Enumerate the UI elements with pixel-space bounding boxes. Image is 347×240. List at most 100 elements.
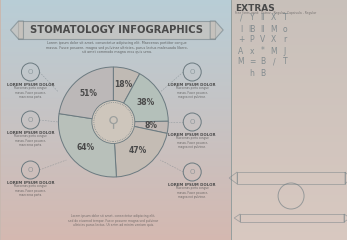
- Bar: [231, 18, 347, 19]
- Bar: [231, 75, 347, 76]
- Text: LOREM IPSUM DOLOR: LOREM IPSUM DOLOR: [7, 131, 54, 134]
- Bar: [0, 198, 231, 199]
- Bar: [231, 189, 347, 190]
- Bar: [0, 53, 231, 54]
- Bar: [0, 15, 231, 16]
- Bar: [0, 122, 231, 123]
- Bar: [0, 43, 231, 44]
- Bar: [231, 222, 347, 223]
- Bar: [231, 26, 347, 27]
- Bar: [0, 19, 231, 20]
- Bar: [231, 125, 347, 126]
- Bar: [231, 129, 347, 130]
- Bar: [0, 170, 231, 171]
- Bar: [0, 102, 231, 103]
- Bar: [231, 101, 347, 102]
- Text: LOREM IPSUM DOLOR: LOREM IPSUM DOLOR: [169, 132, 216, 137]
- Bar: [231, 73, 347, 74]
- Bar: [0, 221, 231, 222]
- Text: Maecenas porta congue
massa. Fusce posuere,
maecenas porta.: Maecenas porta congue massa. Fusce posue…: [14, 86, 47, 99]
- Bar: [231, 66, 347, 67]
- Bar: [0, 21, 231, 22]
- Bar: [231, 23, 347, 24]
- Bar: [231, 67, 347, 68]
- Bar: [231, 71, 347, 72]
- Text: T: T: [282, 13, 287, 23]
- Bar: [231, 54, 347, 55]
- Bar: [0, 235, 231, 236]
- Bar: [0, 153, 231, 154]
- Bar: [231, 110, 347, 111]
- Bar: [0, 156, 231, 157]
- Bar: [231, 58, 347, 59]
- Bar: [0, 134, 231, 135]
- Bar: [0, 47, 231, 48]
- Bar: [231, 118, 347, 119]
- Bar: [231, 147, 347, 148]
- Bar: [231, 154, 347, 155]
- Bar: [231, 196, 347, 197]
- Bar: [231, 212, 347, 213]
- Bar: [0, 199, 231, 200]
- Bar: [231, 137, 347, 138]
- Bar: [0, 133, 231, 134]
- Bar: [0, 118, 231, 119]
- Bar: [0, 169, 231, 170]
- Text: Maecenas porta congue
massa. Fusce posuere,
magna not pulvinar.: Maecenas porta congue massa. Fusce posue…: [176, 86, 209, 99]
- Text: V: V: [260, 36, 265, 44]
- Bar: [0, 217, 231, 218]
- Bar: [231, 153, 347, 154]
- Bar: [231, 17, 347, 18]
- Bar: [231, 60, 347, 61]
- Bar: [231, 82, 347, 83]
- Text: 8%: 8%: [145, 121, 158, 130]
- Bar: [231, 114, 347, 115]
- Bar: [0, 116, 231, 117]
- Bar: [0, 114, 231, 115]
- Bar: [231, 128, 347, 129]
- Bar: [231, 226, 347, 227]
- Bar: [231, 225, 347, 226]
- Bar: [231, 238, 347, 239]
- Text: O: O: [28, 167, 33, 173]
- Bar: [0, 222, 231, 223]
- Bar: [231, 5, 347, 6]
- Bar: [0, 48, 231, 49]
- Bar: [231, 166, 347, 167]
- Bar: [0, 40, 231, 41]
- Bar: [231, 120, 347, 121]
- Wedge shape: [115, 126, 167, 177]
- Bar: [231, 48, 347, 49]
- Text: Y: Y: [249, 13, 254, 23]
- Bar: [231, 41, 347, 42]
- Bar: [231, 186, 347, 187]
- Text: Free fonts used:  Ostrov , Regular, Capsivula , Regular: Free fonts used: Ostrov , Regular, Capsi…: [235, 11, 316, 15]
- Bar: [231, 65, 347, 66]
- Bar: [231, 117, 347, 118]
- Bar: [0, 136, 231, 137]
- Bar: [231, 199, 347, 200]
- Bar: [0, 234, 231, 235]
- Text: 51%: 51%: [79, 89, 98, 97]
- Bar: [231, 116, 347, 117]
- Bar: [231, 7, 347, 8]
- Bar: [231, 215, 347, 216]
- Bar: [0, 230, 231, 231]
- Bar: [231, 97, 347, 98]
- Bar: [231, 163, 347, 164]
- Bar: [231, 214, 347, 215]
- Bar: [0, 150, 231, 151]
- Bar: [231, 105, 347, 106]
- Bar: [231, 14, 347, 15]
- Bar: [231, 21, 347, 22]
- Text: /: /: [272, 58, 275, 66]
- Bar: [0, 85, 231, 86]
- Bar: [0, 9, 231, 10]
- Bar: [231, 64, 347, 65]
- Bar: [231, 192, 347, 193]
- Bar: [231, 113, 347, 114]
- Bar: [231, 72, 347, 73]
- Bar: [0, 50, 231, 51]
- Wedge shape: [59, 67, 113, 119]
- Bar: [231, 150, 347, 151]
